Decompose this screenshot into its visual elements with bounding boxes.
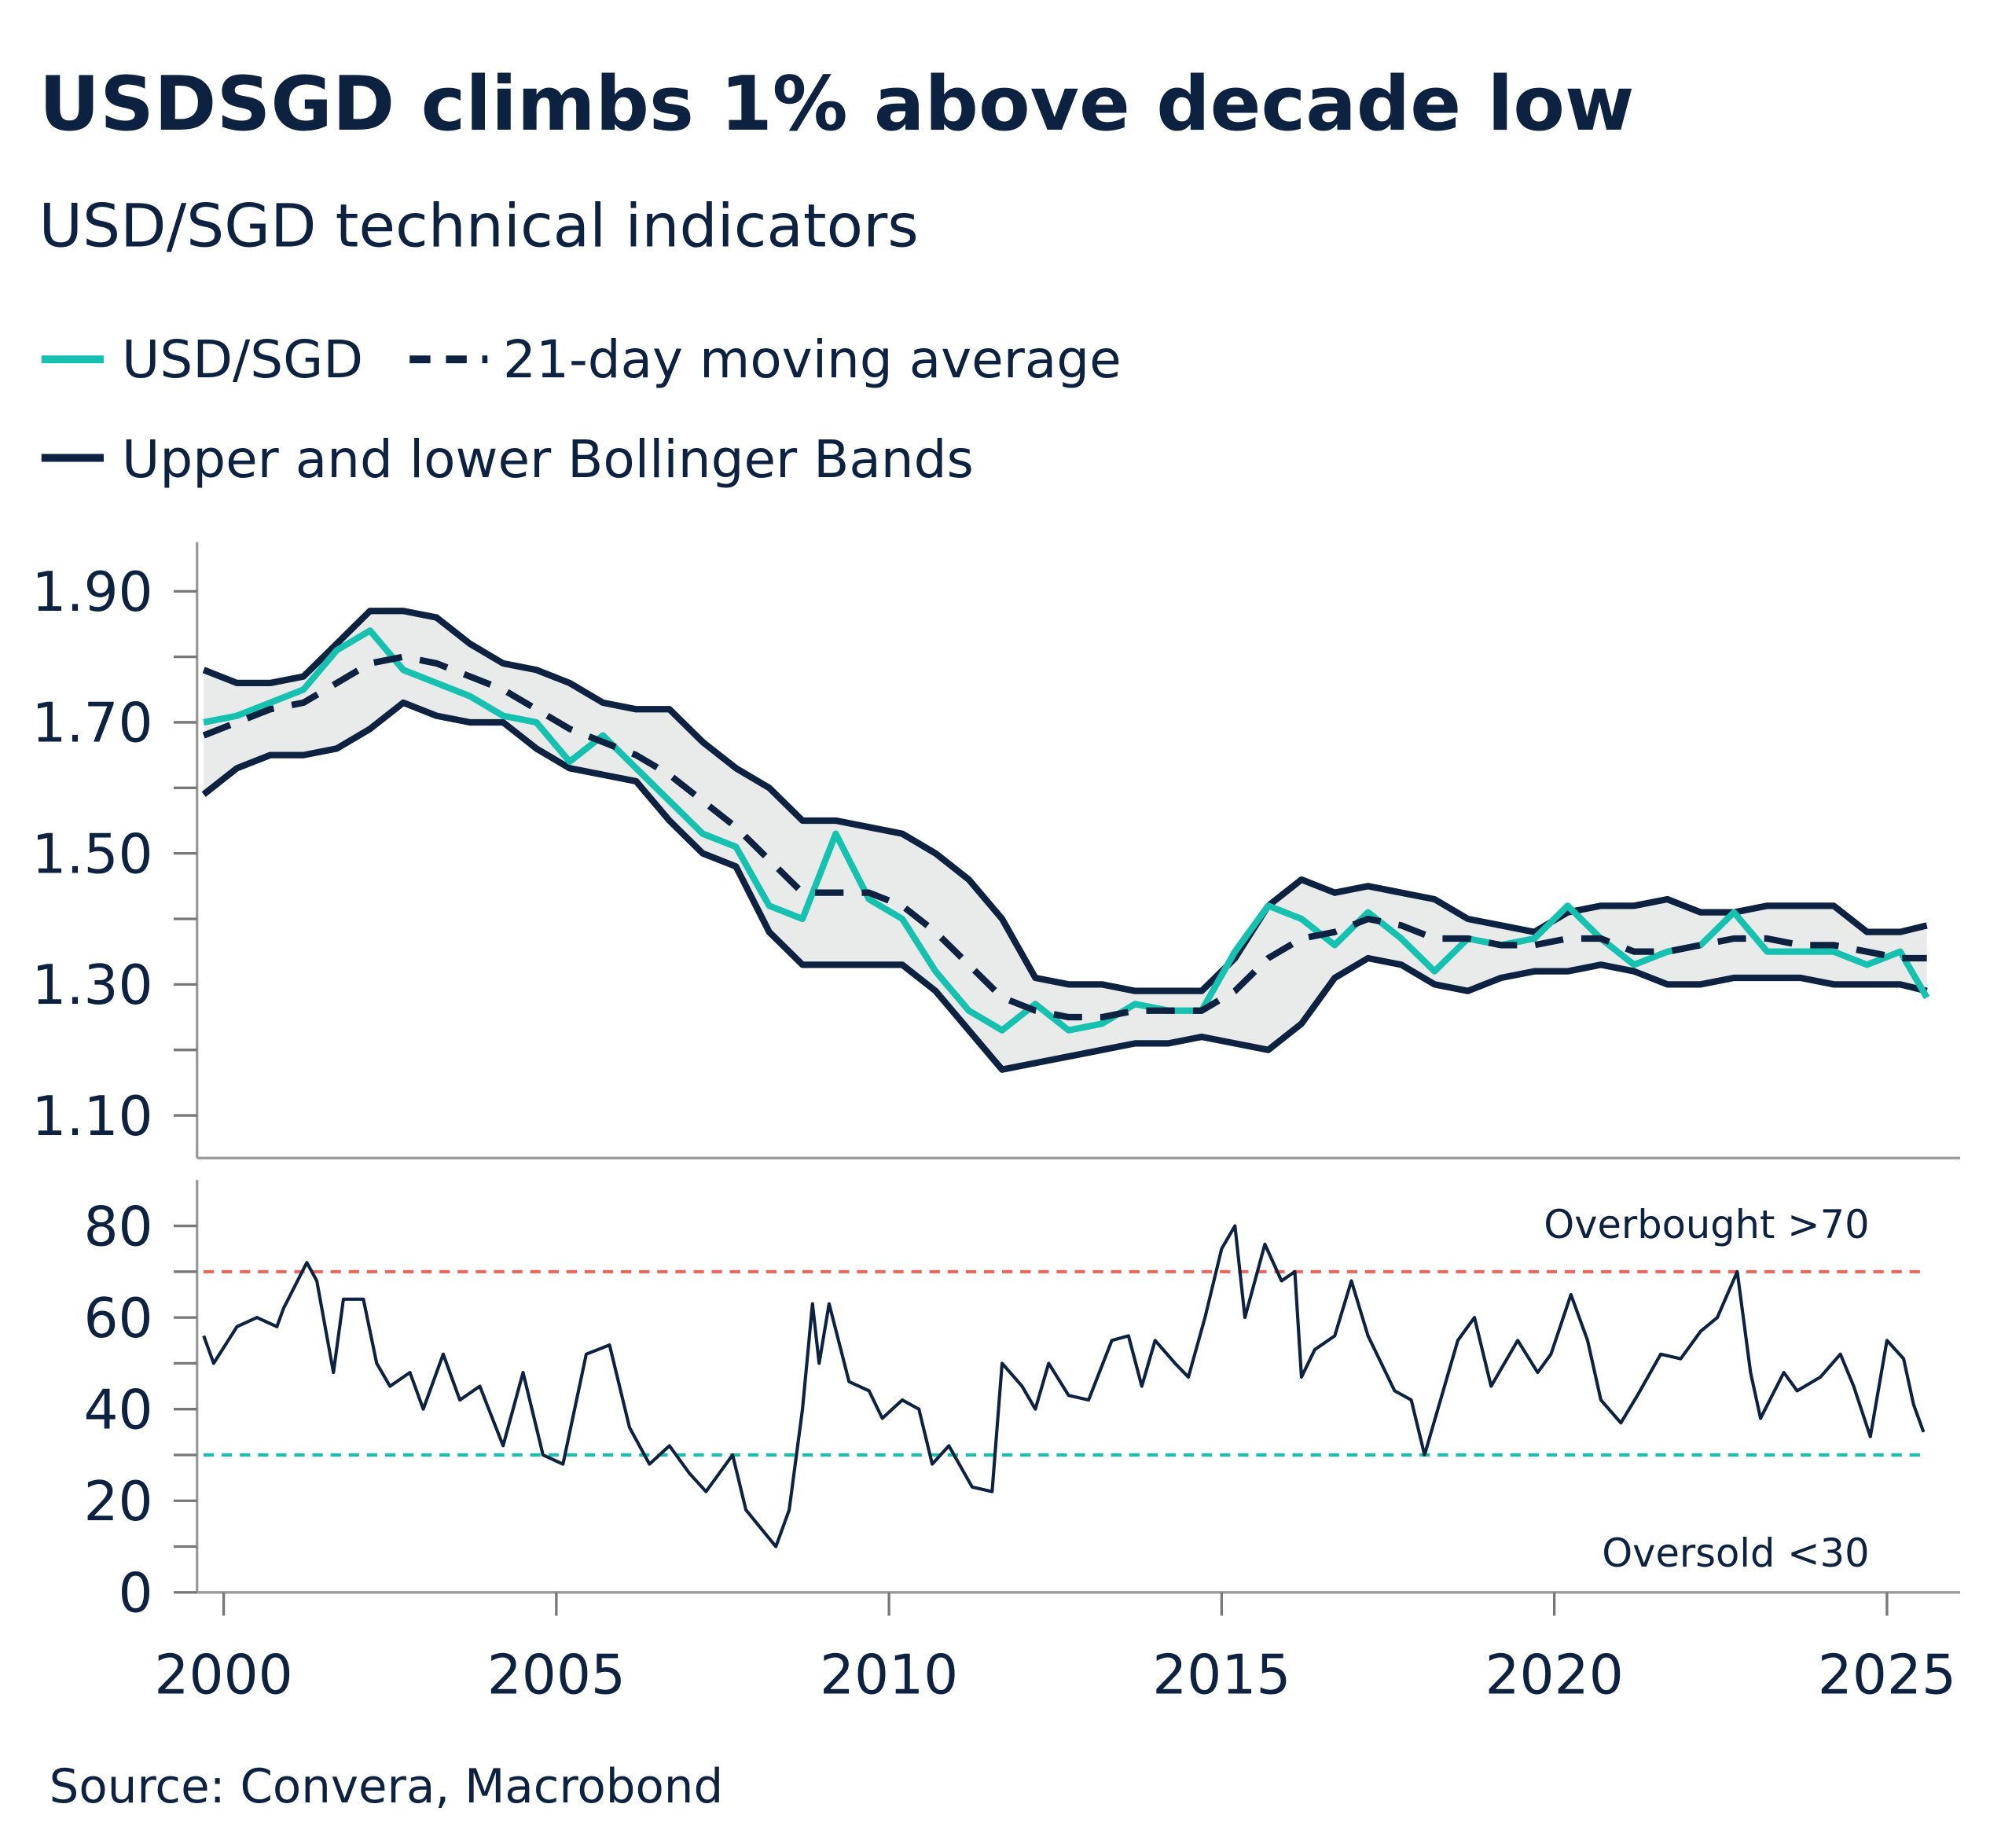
source-note: Source: Convera, Macrobond	[50, 1760, 723, 1814]
y-tick-label: 1.10	[31, 1086, 152, 1148]
y-tick-label: 1.70	[31, 693, 152, 755]
x-tick-label: 2015	[1152, 1644, 1291, 1707]
x-tick-label: 2000	[154, 1644, 292, 1707]
y-tick-label: 40	[83, 1379, 152, 1442]
x-tick-label: 2005	[487, 1644, 626, 1707]
y-tick-label: 1.90	[31, 561, 152, 624]
legend-label: USD/SGD	[122, 329, 363, 390]
bollinger-band	[202, 608, 1928, 994]
series-line	[203, 627, 1930, 1034]
legend-label: Upper and lower Bollinger Bands	[122, 429, 974, 490]
y-tick-label: 1.30	[31, 954, 152, 1017]
x-tick-label: 2025	[1818, 1644, 1956, 1707]
y-tick-label: 60	[83, 1288, 152, 1350]
reference-label: Overbought >70	[1544, 1202, 1869, 1247]
series-line	[202, 653, 1927, 1021]
chart-subtitle: USD/SGD technical indicators	[39, 192, 918, 261]
chart-title: USDSGD climbs 1% above decade low	[39, 60, 1634, 148]
band-fill	[204, 611, 1927, 1070]
series-line	[202, 1224, 1926, 1549]
legend: USD/SGD 21-day moving average Upper and …	[41, 329, 1122, 490]
y-tick-label: 0	[119, 1563, 153, 1626]
x-tick-label: 2010	[820, 1644, 958, 1707]
x-tick-label: 2020	[1485, 1644, 1623, 1707]
reference-label: Oversold <30	[1602, 1530, 1869, 1576]
bollinger-band	[201, 699, 1928, 1073]
y-tick-label: 20	[83, 1471, 152, 1534]
y-tick-label: 1.50	[31, 823, 152, 886]
y-tick-label: 80	[83, 1196, 152, 1258]
legend-label: 21-day moving average	[503, 329, 1122, 390]
